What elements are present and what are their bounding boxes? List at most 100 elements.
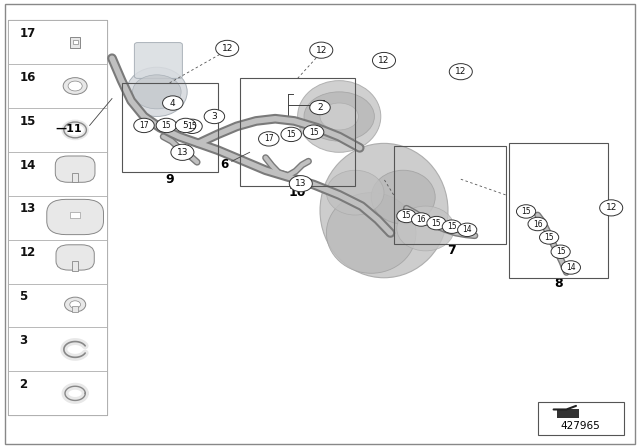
Bar bbox=[8, 108, 107, 152]
Text: 16: 16 bbox=[416, 215, 426, 224]
Circle shape bbox=[132, 75, 181, 109]
FancyBboxPatch shape bbox=[56, 245, 94, 270]
Bar bbox=[8, 20, 107, 415]
Text: 2: 2 bbox=[19, 378, 28, 391]
Text: 5: 5 bbox=[19, 290, 28, 303]
Text: 15: 15 bbox=[187, 122, 197, 131]
Text: 15: 15 bbox=[161, 121, 172, 130]
Text: 17: 17 bbox=[139, 121, 149, 130]
Circle shape bbox=[68, 81, 82, 91]
Circle shape bbox=[63, 78, 87, 95]
Text: 10: 10 bbox=[289, 186, 307, 199]
Circle shape bbox=[175, 118, 196, 133]
Ellipse shape bbox=[326, 170, 384, 215]
Bar bbox=[8, 327, 107, 371]
Text: 15: 15 bbox=[286, 130, 296, 139]
Bar bbox=[72, 306, 78, 312]
Text: 12: 12 bbox=[455, 67, 467, 76]
Text: 12: 12 bbox=[378, 56, 390, 65]
Circle shape bbox=[134, 118, 154, 133]
Circle shape bbox=[281, 127, 301, 142]
Bar bbox=[240, 78, 355, 186]
Circle shape bbox=[216, 40, 239, 56]
Text: 7: 7 bbox=[447, 244, 456, 258]
Bar bbox=[8, 64, 107, 108]
Text: 3: 3 bbox=[19, 334, 28, 347]
Text: 15: 15 bbox=[401, 211, 412, 220]
Circle shape bbox=[397, 209, 416, 223]
Text: 15: 15 bbox=[556, 247, 566, 256]
Bar bbox=[72, 40, 77, 44]
Text: 13: 13 bbox=[177, 148, 188, 157]
Circle shape bbox=[449, 64, 472, 80]
Text: —11: —11 bbox=[55, 124, 82, 134]
Circle shape bbox=[412, 213, 431, 226]
Circle shape bbox=[561, 261, 580, 274]
Text: 15: 15 bbox=[447, 222, 457, 231]
Bar bbox=[122, 83, 218, 172]
Bar bbox=[8, 240, 107, 284]
Text: 8: 8 bbox=[554, 276, 563, 290]
Text: 13: 13 bbox=[19, 202, 35, 215]
Circle shape bbox=[528, 217, 547, 231]
Bar bbox=[72, 261, 78, 271]
Circle shape bbox=[171, 144, 194, 160]
Circle shape bbox=[204, 109, 225, 124]
FancyBboxPatch shape bbox=[134, 43, 182, 78]
Bar bbox=[557, 409, 579, 418]
Text: 5: 5 bbox=[183, 121, 188, 130]
Circle shape bbox=[442, 220, 461, 233]
Bar bbox=[8, 152, 107, 196]
Ellipse shape bbox=[326, 193, 416, 273]
Circle shape bbox=[156, 118, 177, 133]
Text: 12: 12 bbox=[605, 203, 617, 212]
Bar bbox=[70, 37, 80, 47]
Text: 16: 16 bbox=[532, 220, 543, 228]
Circle shape bbox=[427, 216, 446, 230]
Circle shape bbox=[163, 96, 183, 110]
Circle shape bbox=[310, 100, 330, 115]
Text: 9: 9 bbox=[165, 172, 174, 186]
Ellipse shape bbox=[320, 143, 448, 278]
Ellipse shape bbox=[397, 206, 454, 251]
Circle shape bbox=[540, 231, 559, 244]
Circle shape bbox=[65, 297, 86, 312]
Circle shape bbox=[259, 132, 279, 146]
Text: 1: 1 bbox=[319, 99, 328, 112]
Text: 4: 4 bbox=[170, 99, 175, 108]
Circle shape bbox=[458, 223, 477, 237]
Text: 12: 12 bbox=[221, 44, 233, 53]
Text: 13: 13 bbox=[295, 179, 307, 188]
Bar bbox=[8, 196, 107, 240]
Text: 12: 12 bbox=[19, 246, 35, 259]
Ellipse shape bbox=[127, 67, 188, 116]
Text: 17: 17 bbox=[264, 134, 274, 143]
Text: 15: 15 bbox=[544, 233, 554, 242]
Circle shape bbox=[70, 301, 81, 308]
Circle shape bbox=[289, 176, 312, 192]
Text: 14: 14 bbox=[19, 159, 36, 172]
Text: 427965: 427965 bbox=[561, 421, 601, 431]
Circle shape bbox=[516, 205, 536, 218]
Bar bbox=[8, 371, 107, 415]
Circle shape bbox=[320, 103, 358, 130]
Bar bbox=[72, 173, 78, 182]
Text: 15: 15 bbox=[521, 207, 531, 216]
Text: 16: 16 bbox=[19, 71, 36, 84]
Text: 14: 14 bbox=[566, 263, 576, 272]
Bar bbox=[509, 143, 608, 278]
Circle shape bbox=[551, 245, 570, 258]
Text: 2: 2 bbox=[317, 103, 323, 112]
Bar bbox=[70, 212, 80, 218]
Text: 15: 15 bbox=[19, 115, 36, 128]
FancyBboxPatch shape bbox=[55, 156, 95, 182]
Circle shape bbox=[372, 52, 396, 69]
Bar bbox=[538, 402, 624, 435]
Text: 15: 15 bbox=[431, 219, 442, 228]
Circle shape bbox=[310, 42, 333, 58]
Ellipse shape bbox=[298, 81, 381, 152]
Circle shape bbox=[304, 92, 374, 141]
Text: 14: 14 bbox=[462, 225, 472, 234]
Text: 15: 15 bbox=[308, 128, 319, 137]
Text: 12: 12 bbox=[316, 46, 327, 55]
